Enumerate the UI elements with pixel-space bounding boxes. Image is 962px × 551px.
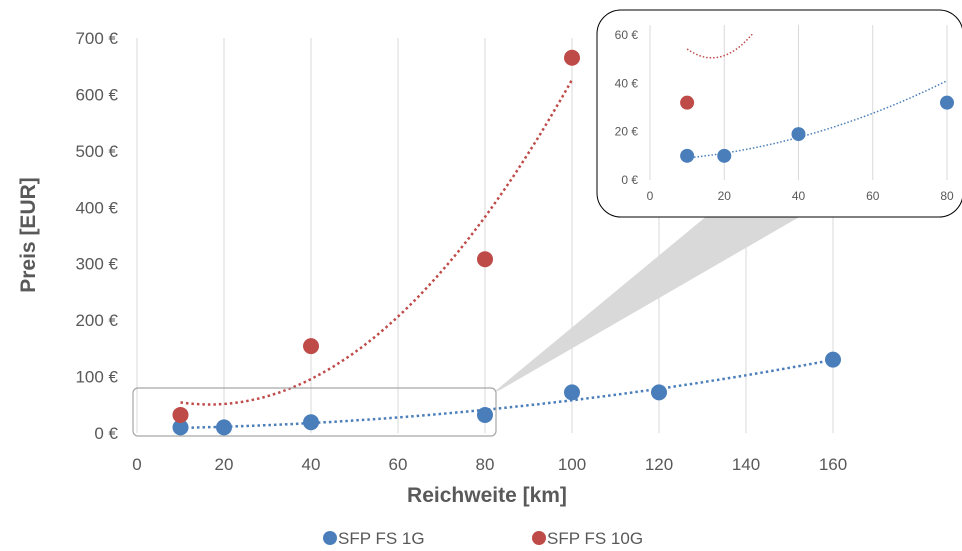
x-tick-label: 0 (132, 455, 141, 474)
y-tick-label: 400 € (75, 198, 118, 217)
inset-data-point (680, 148, 695, 163)
x-tick-label: 140 (732, 455, 760, 474)
x-tick-label: 80 (476, 455, 495, 474)
inset-x-tick-label: 80 (940, 189, 954, 203)
inset-frame (596, 9, 962, 218)
data-point (564, 49, 580, 66)
inset-trendline-2 (686, 34, 754, 59)
x-axis-title: Reichweite [km] (407, 484, 567, 507)
zoom-connector (494, 205, 820, 392)
inset-y-tick-label: 60 € (615, 28, 639, 42)
data-point (216, 419, 232, 436)
y-tick-label: 500 € (75, 142, 118, 161)
inset-x-tick-label: 40 (792, 189, 806, 203)
x-tick-label: 60 (389, 455, 408, 474)
inset-x-tick-label: 0 (647, 189, 654, 203)
y-tick-label: 200 € (75, 311, 118, 330)
y-tick-label: 0 € (94, 424, 118, 443)
inset-y-tick-label: 40 € (615, 76, 639, 90)
inset-zoom-panel: 0 20 40 60 80 0 € 20 € 40 € 60 € (596, 9, 962, 218)
inset-data-point (791, 127, 806, 142)
inset-x-tick-label: 60 (866, 189, 880, 203)
zoom-cone (494, 205, 820, 392)
trendline-1 (180, 358, 834, 430)
y-tick-label: 600 € (75, 85, 118, 104)
y-tick-label: 700 € (75, 29, 118, 48)
y-tick-label: 300 € (75, 255, 118, 274)
data-point (651, 384, 667, 401)
x-tick-label: 160 (819, 455, 847, 474)
y-tick-label: 100 € (75, 368, 118, 387)
main-trendlines (132, 79, 834, 437)
inset-data-point (940, 95, 954, 110)
inset-trendline-1 (687, 80, 948, 159)
trendline-2 (180, 79, 574, 406)
inset-data-point (717, 148, 732, 163)
data-point (303, 338, 319, 355)
data-point (303, 414, 319, 431)
y-axis-title: Preis [EUR] (17, 177, 40, 293)
legend: SFP FS 1G SFP FS 10G (323, 529, 643, 548)
x-tick-label: 120 (645, 455, 673, 474)
inset-x-tick-label: 20 (718, 189, 732, 203)
data-point (477, 251, 493, 268)
legend-label: SFP FS 10G (547, 529, 643, 548)
inset-y-tick-label: 0 € (621, 173, 638, 187)
data-point (477, 406, 493, 423)
data-point (825, 351, 841, 368)
main-points (172, 49, 841, 436)
legend-marker (323, 531, 337, 545)
data-point (564, 384, 580, 401)
legend-label: SFP FS 1G (338, 529, 425, 548)
data-point (172, 406, 189, 423)
inset-plot (680, 34, 954, 163)
data-point (172, 419, 189, 436)
x-tick-label: 40 (302, 455, 321, 474)
inset-y-tick-label: 20 € (615, 125, 639, 139)
x-tick-label: 20 (215, 455, 234, 474)
x-tick-label: 100 (558, 455, 586, 474)
legend-marker (532, 531, 546, 545)
inset-data-point (680, 95, 695, 110)
zoom-selection-box (132, 387, 497, 437)
